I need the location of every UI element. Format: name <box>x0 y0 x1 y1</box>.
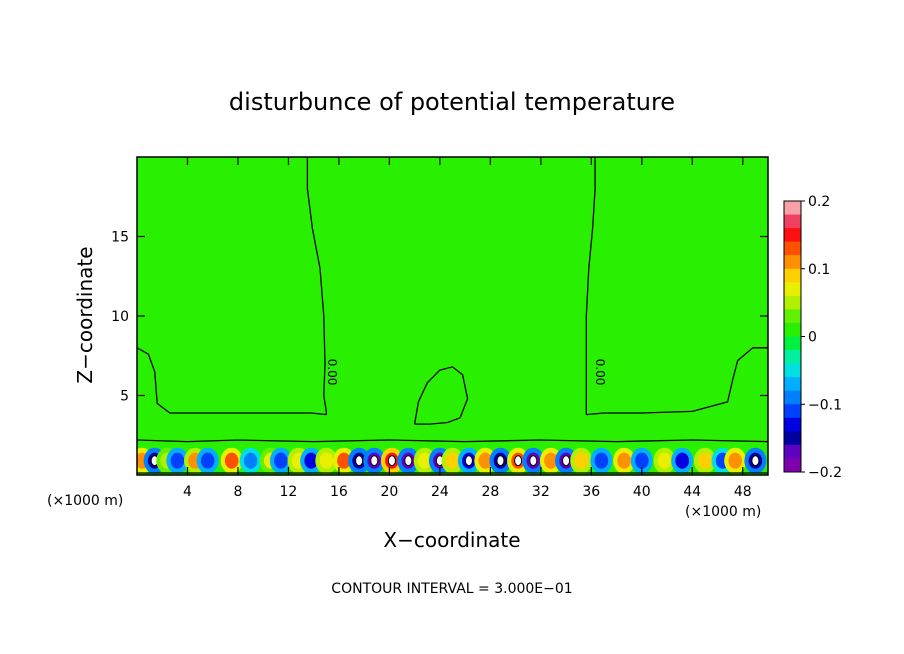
anomaly-cell-peak <box>562 455 571 467</box>
colorbar-swatch <box>784 458 801 473</box>
anomaly-cell-peak <box>355 455 364 467</box>
colorbar-tick-label: 0 <box>808 330 817 346</box>
contour-line <box>137 347 327 416</box>
x-tick-label: 40 <box>633 484 651 500</box>
x-axis: 4 8 12 16 20 24 28 32 36 40 44 48 <box>183 157 752 500</box>
contour-line <box>413 366 469 425</box>
x-tick-label: 48 <box>734 484 752 500</box>
colorbar-swatch <box>784 336 801 351</box>
anomaly-cell-core <box>698 452 712 469</box>
colorbar-swatch <box>784 268 801 283</box>
anomaly-cell-core <box>445 452 460 469</box>
y-tick-label: 15 <box>111 230 129 246</box>
anomaly-cell-core <box>319 452 334 469</box>
contour-line <box>137 439 768 443</box>
anomaly-cell-core <box>274 452 288 469</box>
y-axis-label: Z−coordinate <box>73 246 97 383</box>
anomaly-cell-core <box>224 452 239 469</box>
y-tick-label: 10 <box>111 309 129 325</box>
x-tick-label: 12 <box>280 484 298 500</box>
colorbar-swatch <box>784 214 801 229</box>
chart-title: disturbunce of potential temperature <box>229 88 675 116</box>
x-tick-label: 28 <box>481 484 499 500</box>
x-tick-label: 32 <box>532 484 550 500</box>
contour-line <box>586 347 768 416</box>
y-tick-label: 5 <box>120 389 129 405</box>
colorbar-swatch <box>784 228 801 243</box>
anomaly-cell-core <box>417 452 432 469</box>
colorbar: 0.2 0.1 0 −0.1 −0.2 <box>783 194 842 481</box>
anomaly-cell-peak <box>464 455 473 467</box>
x-unit-right: (×1000 m) <box>685 504 761 520</box>
anomaly-cell-peak <box>496 455 505 467</box>
anomaly-cell-core <box>544 452 558 469</box>
colorbar-swatch <box>784 404 801 419</box>
x-tick-label: 36 <box>582 484 600 500</box>
anomaly-cell-peak <box>387 455 396 467</box>
anomaly-cell-core <box>337 452 351 469</box>
anomaly-cell-core <box>243 452 258 469</box>
colorbar-swatch <box>784 201 801 215</box>
field-layer <box>137 447 767 474</box>
contour-line <box>306 157 327 415</box>
colorbar-tick-label: 0.2 <box>808 194 830 210</box>
colorbar-swatch <box>784 444 801 459</box>
colorbar-swatch <box>784 363 801 378</box>
x-axis-label: X−coordinate <box>383 528 520 552</box>
colorbar-swatch <box>784 309 801 324</box>
contour-layer <box>137 157 768 474</box>
colorbar-tick-label: −0.2 <box>808 465 842 481</box>
anomaly-cell-peak <box>370 455 379 467</box>
colorbar-swatch <box>784 295 801 310</box>
colorbar-swatch <box>784 350 801 364</box>
anomaly-cell-core <box>657 452 672 469</box>
anomaly-cell-core <box>574 452 589 469</box>
y-axis: 5 10 15 <box>111 230 768 405</box>
anomaly-cell-core <box>675 452 690 469</box>
x-tick-label: 8 <box>233 484 242 500</box>
anomaly-cell-peak <box>404 455 413 467</box>
anomaly-cell-core <box>304 452 318 469</box>
anomaly-cell-peak <box>529 455 538 467</box>
anomaly-cell-core <box>617 452 631 469</box>
x-tick-label: 20 <box>380 484 398 500</box>
colorbar-swatch <box>784 377 801 392</box>
contour-label: 0.00 <box>593 359 607 386</box>
contour-label: 0.00 <box>325 359 339 386</box>
anomaly-cell-core <box>170 452 185 469</box>
colorbar-swatch <box>784 431 801 446</box>
colorbar-swatch <box>784 255 801 270</box>
x-tick-label: 4 <box>183 484 192 500</box>
contour-interval-note: CONTOUR INTERVAL = 3.000E−01 <box>331 581 572 597</box>
anomaly-cell-core <box>200 452 215 469</box>
anomaly-cell-core <box>634 452 649 469</box>
colorbar-swatch <box>784 241 801 256</box>
anomaly-cell-peak <box>514 455 523 467</box>
anomaly-cell-core <box>478 452 493 469</box>
plot-background <box>137 157 768 475</box>
x-tick-label: 16 <box>330 484 348 500</box>
x-unit-left: (×1000 m) <box>47 493 123 509</box>
colorbar-tick-label: −0.1 <box>808 397 842 413</box>
colorbar-tick-label: 0.1 <box>808 262 830 278</box>
colorbar-swatch <box>784 390 801 405</box>
x-tick-label: 24 <box>431 484 449 500</box>
x-tick-label: 44 <box>683 484 701 500</box>
anomaly-cell-core <box>594 452 609 469</box>
anomaly-cell-core <box>728 452 743 469</box>
colorbar-swatch <box>784 282 801 297</box>
anomaly-cell-peak <box>751 455 760 467</box>
contour-line <box>585 157 596 415</box>
colorbar-swatch <box>784 322 801 337</box>
colorbar-swatch <box>784 417 801 432</box>
